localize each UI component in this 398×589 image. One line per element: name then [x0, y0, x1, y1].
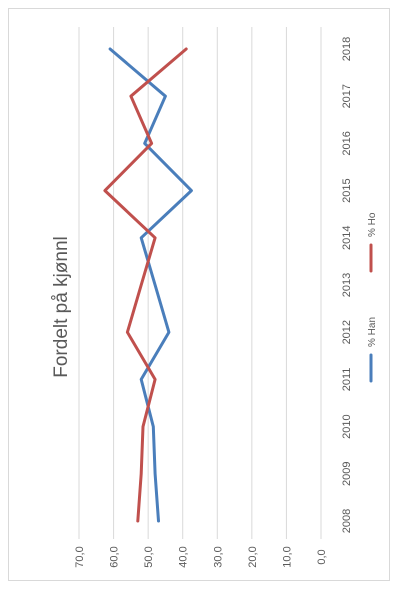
y-tick-label: 60,0	[109, 546, 121, 567]
x-axis-ticks: 2008 2009 2010 2011 2012 2013 2014 2015 2016 2017…	[341, 37, 353, 533]
legend-label: % Han	[367, 317, 378, 347]
line-chart: 0,0 10,0 20,0 30,0 40,0 50,0 60,0 70,0 2008 2009…	[51, 27, 378, 568]
x-tick-label: 2013	[341, 273, 353, 297]
series-lines	[103, 47, 193, 523]
y-axis-ticks: 0,0 10,0 20,0 30,0 40,0 50,0 60,0 70,0	[74, 546, 328, 567]
x-tick-label: 2015	[341, 178, 353, 202]
y-tick-label: 0,0	[316, 549, 328, 564]
x-tick-label: 2014	[341, 226, 353, 250]
y-tick-label: 50,0	[143, 546, 155, 567]
x-tick-label: 2011	[341, 368, 353, 392]
series-line	[108, 47, 193, 523]
x-tick-label: 2018	[341, 37, 353, 61]
y-tick-label: 30,0	[212, 546, 224, 567]
y-tick-label: 10,0	[281, 546, 293, 567]
grid-lines	[78, 27, 322, 539]
x-tick-label: 2012	[341, 320, 353, 344]
y-tick-label: 40,0	[178, 546, 190, 567]
y-tick-label: 20,0	[247, 546, 259, 567]
legend-label: % Ho	[367, 212, 378, 237]
x-tick-label: 2016	[341, 131, 353, 155]
series-line	[103, 47, 188, 523]
x-tick-label: 2009	[341, 462, 353, 486]
chart-title: Fordelt på kjønnl	[51, 236, 72, 378]
x-tick-label: 2010	[341, 414, 353, 438]
y-tick-label: 70,0	[74, 546, 86, 567]
legend: % Han % Ho	[367, 212, 378, 383]
x-tick-label: 2008	[341, 509, 353, 533]
x-tick-label: 2017	[341, 84, 353, 108]
chart-container: 0,0 10,0 20,0 30,0 40,0 50,0 60,0 70,0 2008 2009…	[8, 8, 390, 581]
